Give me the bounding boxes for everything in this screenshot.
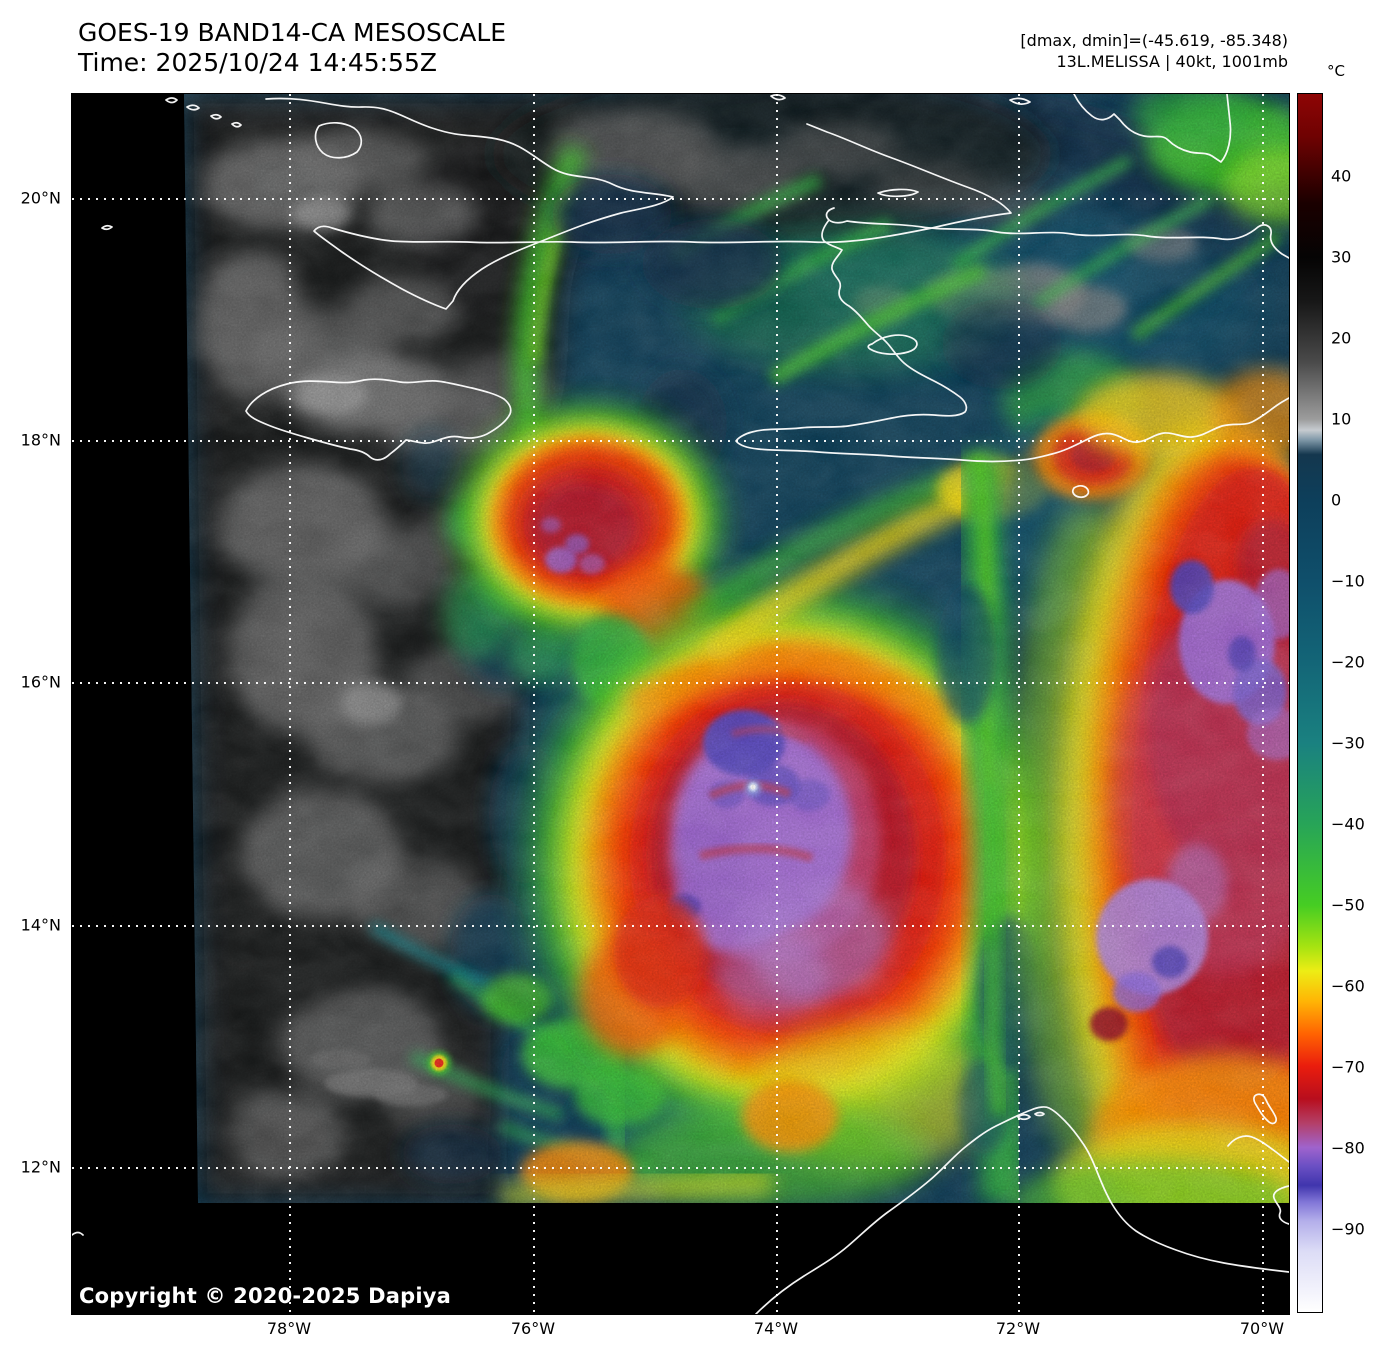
coastlines bbox=[72, 94, 1289, 1314]
storm-status-label: 13L.MELISSA | 40kt, 1001mb bbox=[1056, 52, 1288, 71]
colorbar-tick-label: −60 bbox=[1331, 976, 1365, 996]
graticule bbox=[72, 94, 1289, 1314]
colorbar-tick-label: 10 bbox=[1331, 409, 1352, 429]
colorbar-tick-label: −90 bbox=[1331, 1219, 1365, 1239]
colorbar-tick-label: −80 bbox=[1331, 1138, 1365, 1158]
latitude-tick-label: 12°N bbox=[20, 1157, 61, 1177]
coastline-jamaica bbox=[245, 378, 512, 461]
satellite-image bbox=[72, 94, 1289, 1314]
data-swath bbox=[184, 94, 1289, 1203]
copyright-label: Copyright © 2020-2025 Dapiya bbox=[79, 1284, 451, 1308]
map-canvas[interactable]: Copyright © 2020-2025 Dapiya bbox=[71, 93, 1290, 1315]
latitude-tick-label: 16°N bbox=[20, 672, 61, 692]
latitude-tick-label: 20°N bbox=[20, 188, 61, 208]
colorbar-unit-label: °C bbox=[1327, 62, 1345, 80]
latitude-tick-label: 18°N bbox=[20, 430, 61, 450]
page-title: GOES-19 BAND14-CA MESOSCALE bbox=[78, 18, 507, 47]
coastline-cuba-lagoon bbox=[314, 122, 363, 159]
colorbar-tick-label: 0 bbox=[1331, 490, 1342, 510]
coastline-tortuga bbox=[877, 188, 919, 198]
longitude-axis: 78°W 76°W 74°W 72°W 70°W bbox=[71, 1319, 1288, 1343]
longitude-tick-label: 74°W bbox=[753, 1319, 799, 1338]
coastline-fragment bbox=[72, 1231, 84, 1236]
coastline-south-america bbox=[755, 1106, 1289, 1314]
colorbar-tick-label: 20 bbox=[1331, 328, 1352, 348]
colorbar-tick-label: −70 bbox=[1331, 1057, 1365, 1077]
coastline-cays bbox=[101, 97, 242, 231]
coastline-bahamas bbox=[770, 94, 1232, 163]
colorbar-tick-label: 30 bbox=[1331, 247, 1352, 267]
dmax-dmin-label: [dmax, dmin]=(-45.619, -85.348) bbox=[1020, 31, 1288, 50]
coastline-hispaniola-north bbox=[735, 207, 1289, 463]
coastline-ile-a-vache bbox=[1071, 484, 1090, 499]
colorbar-tick-label: −50 bbox=[1331, 895, 1365, 915]
latitude-tick-label: 14°N bbox=[20, 915, 61, 935]
info-block: [dmax, dmin]=(-45.619, -85.348) 13L.MELI… bbox=[1020, 30, 1288, 72]
colorbar bbox=[1297, 93, 1323, 1313]
colorbar-ticks: 40 30 20 10 0 −10 −20 −30 −40 −50 −60 −70 −80 −90 bbox=[1331, 93, 1386, 1313]
latitude-axis: 20°N 18°N 16°N 14°N 12°N bbox=[0, 93, 66, 1313]
timestamp-label: Time: 2025/10/24 14:45:55Z bbox=[78, 48, 437, 77]
colorbar-tick-label: −40 bbox=[1331, 814, 1365, 834]
coastline-paraguana bbox=[1227, 1135, 1289, 1225]
longitude-tick-label: 78°W bbox=[266, 1319, 312, 1338]
colorbar-tick-label: −30 bbox=[1331, 733, 1365, 753]
longitude-tick-label: 72°W bbox=[995, 1319, 1041, 1338]
longitude-tick-label: 76°W bbox=[510, 1319, 556, 1338]
longitude-tick-label: 70°W bbox=[1239, 1319, 1285, 1338]
coastline-island-aruba bbox=[1253, 1093, 1277, 1125]
coastline-gonave bbox=[867, 334, 918, 355]
colorbar-tick-label: −10 bbox=[1331, 571, 1365, 591]
colorbar-tick-label: −20 bbox=[1331, 652, 1365, 672]
colorbar-tick-label: 40 bbox=[1331, 166, 1352, 186]
title-block: GOES-19 BAND14-CA MESOSCALE Time: 2025/1… bbox=[78, 18, 506, 78]
